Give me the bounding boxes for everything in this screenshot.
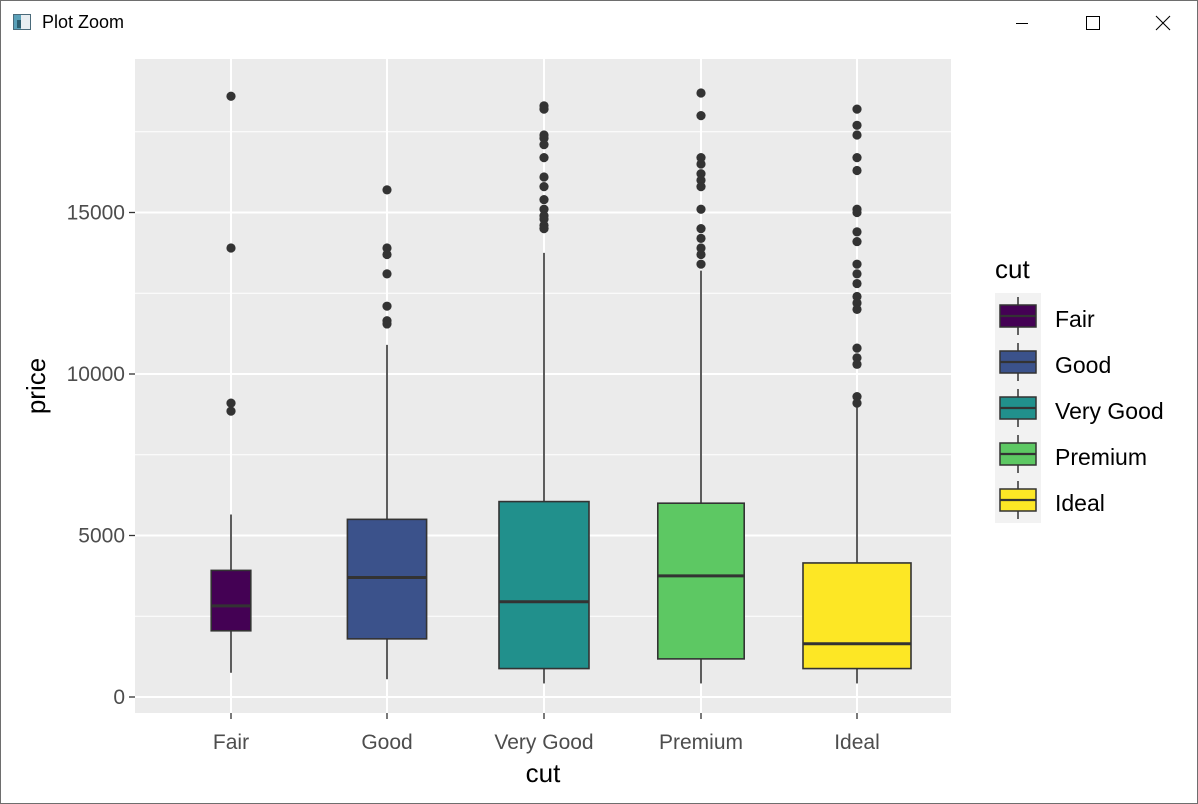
outlier-point bbox=[539, 182, 549, 192]
outlier-point bbox=[696, 249, 706, 260]
outlier-point bbox=[696, 182, 706, 192]
outlier-point bbox=[226, 398, 236, 408]
minimize-button[interactable] bbox=[987, 1, 1057, 45]
y-tick-label: 15000 bbox=[67, 202, 125, 225]
outlier-point bbox=[382, 185, 392, 195]
outlier-point bbox=[539, 104, 549, 114]
outlier-point bbox=[226, 243, 236, 253]
outlier-point bbox=[852, 207, 862, 218]
outlier-point bbox=[696, 159, 706, 169]
legend-label: Ideal bbox=[1055, 490, 1105, 516]
outlier-point bbox=[696, 243, 706, 253]
box-iqr bbox=[210, 569, 252, 632]
plot-zoom-app-icon bbox=[13, 14, 31, 30]
x-tick-label: Premium bbox=[659, 731, 743, 754]
legend: Fair Good Very Good Premium Ideal bbox=[995, 293, 1164, 523]
outlier-point bbox=[696, 224, 706, 234]
box-iqr bbox=[656, 502, 745, 660]
y-tick-label: 5000 bbox=[78, 525, 125, 548]
title-bar[interactable]: Plot Zoom bbox=[1, 1, 1197, 45]
legend-label: Good bbox=[1055, 352, 1111, 378]
box-group-premium bbox=[656, 88, 745, 684]
outlier-point bbox=[696, 169, 706, 179]
outlier-point bbox=[852, 104, 862, 114]
outlier-point bbox=[852, 304, 862, 314]
outlier-point bbox=[539, 204, 549, 214]
outlier-point bbox=[852, 353, 862, 363]
outlier-point bbox=[696, 259, 706, 269]
outlier-point bbox=[852, 130, 862, 140]
box-iqr bbox=[802, 562, 912, 670]
close-icon bbox=[1155, 15, 1171, 31]
minimize-icon bbox=[1016, 23, 1028, 24]
outlier-point bbox=[852, 269, 862, 279]
outlier-point bbox=[539, 152, 549, 163]
outlier-point bbox=[696, 204, 706, 214]
window-title: Plot Zoom bbox=[42, 12, 125, 32]
outlier-point bbox=[539, 194, 549, 205]
outlier-point bbox=[852, 398, 862, 408]
outlier-point bbox=[539, 224, 549, 234]
outlier-point bbox=[382, 301, 392, 311]
outlier-point bbox=[852, 298, 862, 308]
box-iqr bbox=[498, 500, 590, 670]
outlier-point bbox=[696, 152, 706, 163]
outlier-point bbox=[852, 291, 862, 302]
legend-title: cut bbox=[995, 254, 1030, 284]
x-axis-title: cut bbox=[526, 758, 561, 788]
maximize-button[interactable] bbox=[1057, 1, 1127, 45]
outlier-point bbox=[852, 392, 862, 402]
legend-label: Very Good bbox=[1055, 398, 1164, 424]
box-group-very-good bbox=[498, 101, 590, 684]
outlier-point bbox=[696, 175, 706, 185]
outlier-point bbox=[382, 269, 392, 279]
y-tick-label: 0 bbox=[113, 686, 125, 709]
outlier-point bbox=[852, 165, 862, 176]
y-tick-label: 10000 bbox=[67, 363, 125, 386]
box-group-ideal bbox=[802, 104, 912, 684]
outlier-point bbox=[696, 88, 706, 98]
y-axis-title: price bbox=[21, 358, 51, 414]
outlier-point bbox=[539, 214, 549, 224]
x-tick-label: Ideal bbox=[834, 731, 880, 754]
outlier-point bbox=[382, 243, 392, 253]
outlier-point bbox=[539, 140, 549, 150]
outlier-point bbox=[539, 172, 549, 182]
box-iqr bbox=[346, 518, 428, 640]
box-group-good bbox=[346, 185, 428, 680]
outlier-point bbox=[696, 233, 706, 243]
outlier-point bbox=[852, 359, 862, 369]
outlier-point bbox=[226, 406, 236, 416]
outlier-point bbox=[852, 236, 862, 247]
x-tick-label: Very Good bbox=[494, 731, 593, 754]
legend-label: Fair bbox=[1055, 306, 1095, 332]
x-tick-label: Fair bbox=[213, 731, 249, 754]
outlier-point bbox=[852, 227, 862, 237]
outlier-point bbox=[852, 343, 862, 353]
outlier-point bbox=[382, 319, 392, 329]
outlier-point bbox=[852, 259, 862, 269]
outlier-point bbox=[852, 278, 862, 289]
outlier-point bbox=[696, 111, 706, 121]
box-group-fair bbox=[210, 91, 252, 673]
x-tick-label: Good bbox=[361, 731, 412, 754]
outlier-point bbox=[226, 91, 236, 101]
outlier-point bbox=[852, 152, 862, 163]
close-button[interactable] bbox=[1127, 1, 1197, 45]
outlier-point bbox=[539, 133, 549, 143]
outlier-point bbox=[852, 120, 862, 130]
legend-label: Premium bbox=[1055, 444, 1147, 470]
maximize-icon bbox=[1086, 16, 1100, 30]
outlier-point bbox=[382, 249, 392, 260]
